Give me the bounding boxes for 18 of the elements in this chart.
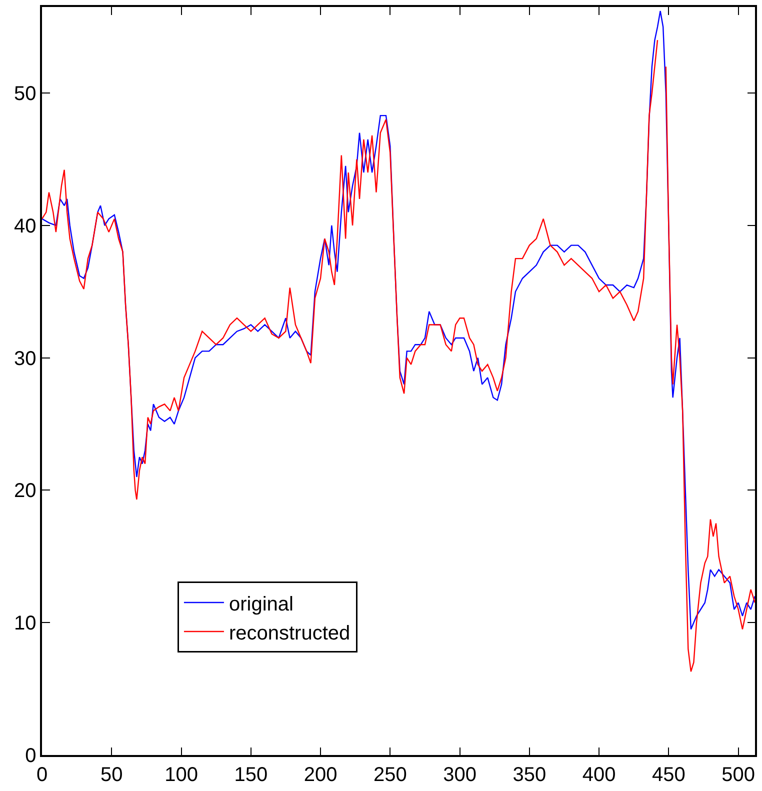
y-tick-label: 20 [14, 480, 36, 502]
y-tick-label: 10 [14, 612, 36, 635]
legend-label: original [228, 593, 294, 616]
y-tick-label: 50 [14, 83, 36, 106]
x-tick-label: 400 [582, 764, 616, 786]
x-tick-label: 100 [164, 764, 198, 786]
legend-label: reconstructed [228, 622, 350, 644]
x-tick-label: 150 [234, 764, 268, 786]
y-tick-label: 0 [25, 745, 36, 767]
x-tick-label: 50 [100, 764, 123, 786]
y-tick-label: 30 [14, 348, 36, 370]
x-tick-label: 350 [512, 764, 546, 786]
x-tick-label: 200 [304, 764, 338, 786]
x-tick-label: 300 [443, 764, 476, 786]
x-tick-label: 500 [722, 764, 755, 786]
x-tick-label: 250 [373, 764, 407, 786]
x-tick-label: 450 [652, 764, 686, 786]
y-tick-label: 40 [14, 215, 36, 238]
